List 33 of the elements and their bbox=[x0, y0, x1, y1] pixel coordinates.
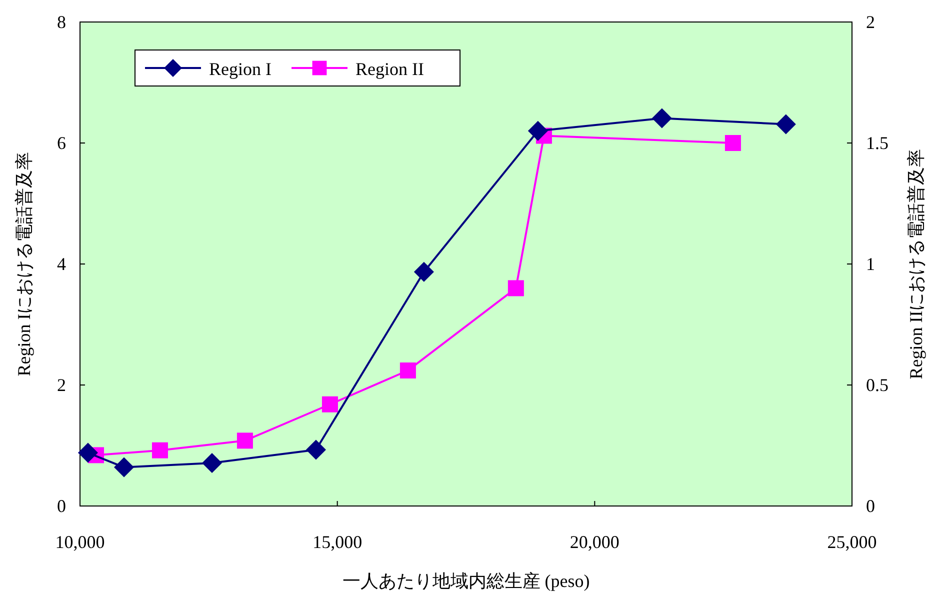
point bbox=[652, 108, 672, 128]
point bbox=[114, 457, 134, 478]
x-tick-label: 15,000 bbox=[312, 532, 362, 552]
point bbox=[776, 114, 796, 134]
x-tick-label: 25,000 bbox=[827, 532, 877, 552]
y2-axis-title: Region IIにおける電話普及率 bbox=[906, 148, 926, 380]
x-tick-label: 10,000 bbox=[55, 532, 105, 552]
y2-tick-label: 0.5 bbox=[866, 375, 888, 395]
point bbox=[202, 453, 222, 474]
point bbox=[306, 440, 326, 460]
y2-tick-label: 1 bbox=[866, 254, 875, 274]
y-tick-label: 8 bbox=[57, 12, 66, 32]
point bbox=[236, 432, 253, 449]
point bbox=[414, 262, 434, 282]
y-axis-title: Region Iにおける電話普及率 bbox=[14, 152, 34, 376]
point bbox=[508, 280, 524, 296]
y-tick-label: 0 bbox=[57, 496, 66, 516]
point bbox=[78, 442, 98, 463]
legend-label: Region II bbox=[356, 59, 424, 79]
x-tick-label: 20,000 bbox=[570, 532, 620, 552]
y2-tick-label: 2 bbox=[866, 12, 875, 32]
legend-label: Region I bbox=[209, 59, 272, 79]
y2-tick-label: 0 bbox=[866, 496, 875, 516]
y-tick-label: 2 bbox=[57, 375, 66, 395]
x-axis-title: 一人あたり地域内総生産 (peso) bbox=[342, 571, 590, 591]
point bbox=[528, 120, 548, 141]
y-tick-label: 6 bbox=[57, 133, 66, 153]
y-tick-label: 4 bbox=[57, 254, 66, 274]
y2-tick-label: 1.5 bbox=[866, 133, 888, 153]
point bbox=[400, 362, 416, 378]
point bbox=[724, 135, 741, 151]
point bbox=[152, 442, 168, 458]
point bbox=[322, 396, 338, 412]
